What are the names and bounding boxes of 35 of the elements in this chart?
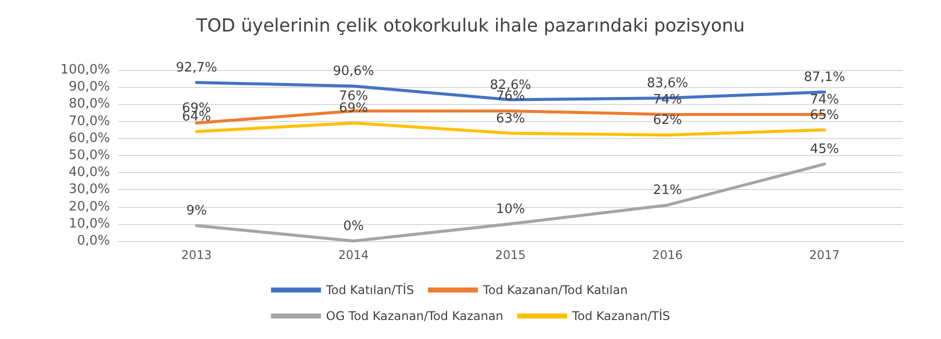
legend-label: Tod Kazanan/Tod Katılan (482, 283, 628, 297)
data-label: 83,6% (646, 76, 688, 92)
legend-label: Tod Kazanan/TİS (571, 309, 670, 323)
data-label: 10% (496, 202, 525, 217)
data-label: 65% (810, 108, 839, 123)
x-tick-label: 2014 (338, 248, 369, 262)
data-label: 90,6% (332, 64, 374, 80)
y-tick-label: 40,0% (68, 165, 110, 180)
y-tick-label: 30,0% (68, 182, 110, 198)
chart-title: TOD üyelerinin çelik otokorkuluk ihale pazarındaki pozisyonu (195, 16, 745, 36)
data-label: 9% (186, 204, 207, 219)
y-tick-label: 100,0% (60, 62, 110, 78)
data-label: 92,7% (176, 60, 218, 76)
x-tick-label: 2015 (495, 248, 526, 262)
legend-label: OG Tod Kazanan/Tod Kazanan (326, 309, 504, 323)
y-tick-label: 80,0% (68, 96, 110, 112)
legend-label: Tod Katılan/TİS (324, 283, 414, 297)
data-label: 0% (343, 219, 364, 234)
data-label: 21% (653, 183, 682, 198)
x-tick-label: 2013 (181, 248, 212, 262)
y-tick-label: 0,0% (76, 234, 110, 248)
y-tick-label: 10,0% (68, 216, 110, 232)
y-tick-label: 50,0% (68, 148, 110, 163)
data-label: 62% (653, 112, 682, 128)
y-tick-label: 70,0% (68, 114, 110, 129)
y-tick-label: 90,0% (68, 80, 110, 95)
data-label: 64% (182, 110, 211, 125)
data-label: 63% (496, 111, 525, 126)
y-tick-label: 60,0% (68, 130, 110, 146)
data-label: 45% (810, 142, 839, 158)
x-tick-label: 2016 (652, 248, 683, 262)
y-tick-label: 20,0% (68, 199, 110, 214)
x-tick-label: 2017 (809, 248, 840, 262)
data-label: 87,1% (804, 70, 846, 86)
data-label: 74% (810, 92, 839, 108)
